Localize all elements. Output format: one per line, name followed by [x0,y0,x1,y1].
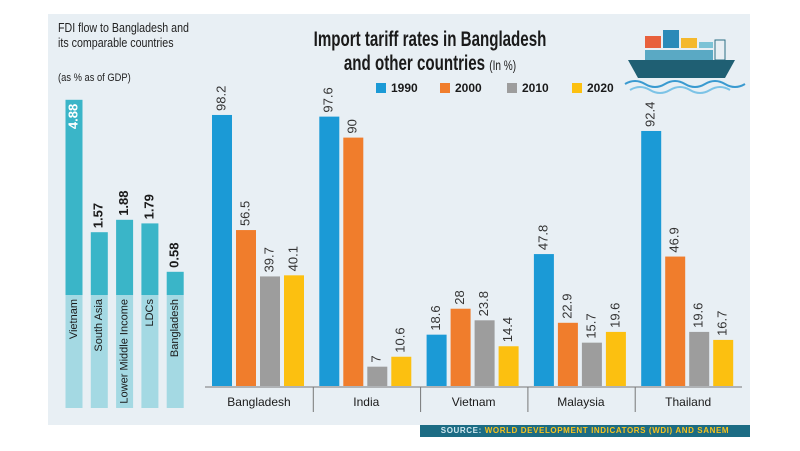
value-label: 1.57 [91,203,106,228]
label-box [65,295,83,408]
value-label: 90 [345,119,360,133]
value-label: 1.79 [141,194,156,219]
bar [65,99,83,295]
bar [498,346,519,386]
bar [260,276,280,386]
legend-label: 2000 [455,81,482,95]
legend-swatch [572,83,582,93]
bar [116,219,134,295]
category-label: Vietnam [68,299,80,339]
bar [665,256,686,386]
bar [426,334,447,386]
category-label: South Asia [93,298,105,351]
value-label: 14.4 [500,317,515,342]
bar [90,232,108,295]
value-label: 98.2 [213,86,228,111]
label-box [141,295,159,408]
value-label: 16.7 [715,311,730,336]
bar [689,331,710,386]
legend-label: 2010 [522,81,549,95]
bar [141,223,159,295]
value-label: 40.1 [285,246,300,271]
panel [48,14,750,425]
bar [557,322,578,386]
value-label: 28 [452,290,467,304]
bar [533,254,554,386]
tariff-title: Import tariff rates in Bangladesh and ot… [304,28,556,77]
value-label: 0.58 [167,242,182,267]
label-box [90,295,108,408]
value-label: 1.88 [116,190,131,215]
value-label: 7 [369,355,384,362]
source-label: SOURCE: [440,426,482,435]
bar [166,271,184,295]
value-label: 46.9 [667,227,682,252]
value-label: 22.9 [559,293,574,318]
value-label: 10.6 [393,327,408,352]
legend-swatch [507,83,517,93]
value-label: 19.6 [607,303,622,328]
bar [212,114,232,386]
bar [641,130,662,386]
bar [343,137,364,386]
value-label: 39.7 [261,247,276,272]
source-text: WORLD DEVELOPMENT INDICATORS (WDI) AND S… [484,426,730,435]
value-label: 18.6 [428,305,443,330]
bar [284,275,304,386]
bar [367,366,388,386]
fdi-title: FDI flow to Bangladesh and its comparabl… [58,20,189,50]
value-label: 15.7 [583,313,598,338]
value-label: 23.8 [476,291,491,316]
fdi-subtitle: (as % as of GDP) [58,72,131,84]
legend-label: 1990 [391,81,418,95]
label-box [116,295,134,408]
legend-label: 2020 [587,81,614,95]
legend-swatch [376,83,386,93]
bar [713,339,734,386]
ship-icon [624,30,746,94]
bar [450,308,471,386]
value-label: 19.6 [691,303,706,328]
category-label: Vietnam [452,395,496,409]
bar [474,320,495,386]
source: SOURCE: WORLD DEVELOPMENT INDICATORS (WD… [420,425,750,437]
category-label: Bangladesh [227,395,290,409]
bar [319,116,340,387]
value-label: 47.8 [535,225,550,250]
legend-swatch [440,83,450,93]
bar [605,331,626,386]
bar [236,230,256,386]
category-label: LDCs [144,299,156,327]
category-label: Lower Middle Income [119,299,131,404]
value-label: 97.6 [321,87,336,112]
tariff-title-text: Import tariff rates in Bangladesh and ot… [313,28,547,75]
value-label: 4.88 [65,104,80,129]
category-label: Malaysia [557,395,605,409]
category-label: Bangladesh [169,299,181,357]
tariff-title-unit: (In %) [489,57,517,73]
category-label: India [353,395,379,409]
label-box [166,295,184,408]
value-label: 56.5 [237,201,252,226]
category-label: Thailand [665,395,711,409]
bar [581,342,602,386]
value-label: 92.4 [643,102,658,127]
bar [391,356,412,386]
